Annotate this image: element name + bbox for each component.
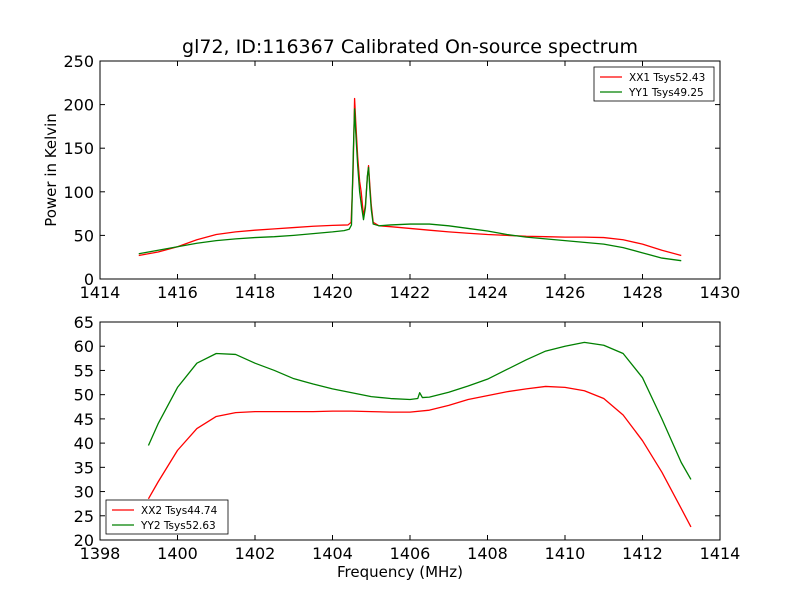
legend-label: YY1 Tsys49.25 xyxy=(628,87,704,99)
y-tick-label: 150 xyxy=(63,139,94,158)
y-tick-label: 50 xyxy=(74,226,94,245)
y-axis-label: Power in Kelvin xyxy=(42,113,60,227)
y-tick-label: 25 xyxy=(74,507,94,526)
series-line-2 xyxy=(138,108,682,262)
chart-title: gl72, ID:116367 Calibrated On-source spe… xyxy=(182,36,638,58)
x-tick-label: 1410 xyxy=(545,544,586,563)
series-line-1 xyxy=(147,385,692,528)
y-tick-label: 0 xyxy=(84,270,94,289)
legend: XX1 Tsys52.43 YY1 Tsys49.25 xyxy=(593,66,715,102)
x-tick-label: 1428 xyxy=(622,283,663,302)
x-tick-label: 1406 xyxy=(390,544,431,563)
x-tick-label: 1408 xyxy=(467,544,508,563)
x-tick-label: 1430 xyxy=(700,283,741,302)
y-tick-label: 45 xyxy=(74,410,94,429)
x-tick-label: 1414 xyxy=(80,283,121,302)
y-tick-label: 40 xyxy=(74,434,94,453)
x-tick-label: 1418 xyxy=(235,283,276,302)
x-tick-label: 1420 xyxy=(312,283,353,302)
series-line-2 xyxy=(147,341,692,480)
x-tick-label: 1422 xyxy=(390,283,431,302)
x-tick-label: 1414 xyxy=(700,544,741,563)
legend-box xyxy=(593,66,715,102)
bottom-panel: 1398 1400 1402 1404 1406 1408 1410 1412 1414 20 25… xyxy=(74,313,741,581)
x-tick-label: 1426 xyxy=(545,283,586,302)
legend-label: XX2 Tsys44.74 xyxy=(141,505,218,517)
y-tick-label: 55 xyxy=(74,361,94,380)
x-tick-label: 1398 xyxy=(80,544,121,563)
y-tick-label: 100 xyxy=(63,183,94,202)
legend-box xyxy=(105,499,229,535)
legend-label: XX1 Tsys52.43 xyxy=(629,72,705,84)
y-tick-label: 250 xyxy=(63,52,94,71)
x-axis-label: Frequency (MHz) xyxy=(337,563,463,581)
x-tick-label: 1400 xyxy=(157,544,198,563)
y-tick-label: 60 xyxy=(74,337,94,356)
legend: XX2 Tsys44.74 YY2 Tsys52.63 xyxy=(105,499,229,535)
y-tick-label: 200 xyxy=(63,96,94,115)
y-tick-label: 65 xyxy=(74,313,94,332)
y-tick-label: 20 xyxy=(74,531,94,550)
y-tick-label: 30 xyxy=(74,483,94,502)
y-tick-label: 35 xyxy=(74,458,94,477)
x-tick-label: 1416 xyxy=(157,283,198,302)
top-panel: 1414 1416 1418 1420 1422 1424 1426 1428 1430 0 50 1… xyxy=(42,52,740,302)
y-tick-label: 50 xyxy=(74,386,94,405)
x-tick-label: 1402 xyxy=(235,544,276,563)
legend-label: YY2 Tsys52.63 xyxy=(140,520,216,532)
x-tick-label: 1404 xyxy=(312,544,353,563)
x-tick-label: 1412 xyxy=(622,544,663,563)
x-tick-label: 1424 xyxy=(467,283,508,302)
